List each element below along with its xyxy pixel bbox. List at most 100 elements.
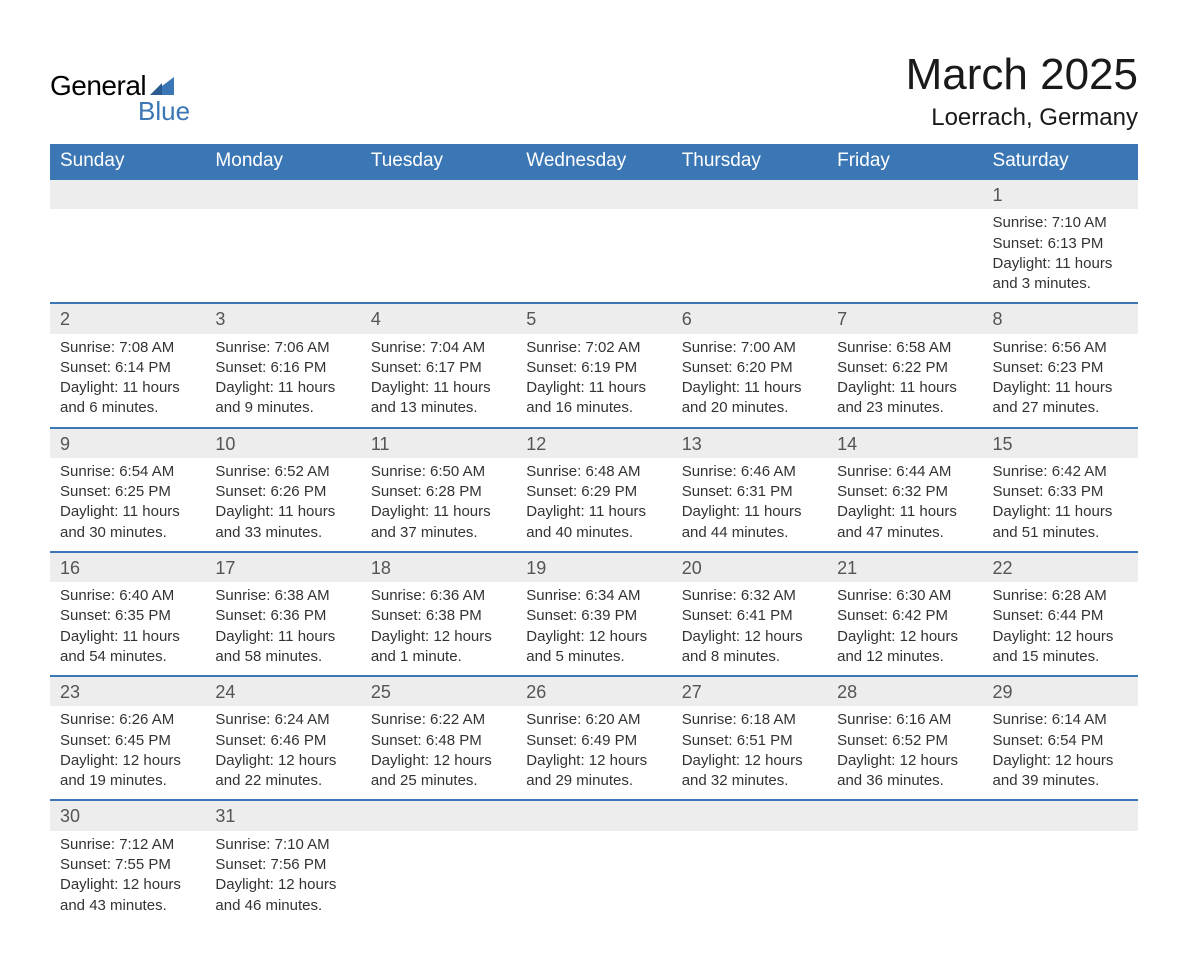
- day-detail-cell: [361, 831, 516, 924]
- sunrise-line: Sunrise: 6:28 AM: [993, 586, 1128, 606]
- day-detail-cell: Sunrise: 7:10 AMSunset: 7:56 PMDaylight:…: [205, 831, 360, 924]
- sunrise-line: Sunrise: 6:20 AM: [526, 710, 661, 730]
- logo-text-blue: Blue: [138, 96, 190, 127]
- day-number-cell: 4: [361, 303, 516, 333]
- daylight-line: Daylight: 12 hours and 19 minutes.: [60, 751, 195, 792]
- day-detail-cell: Sunrise: 6:22 AMSunset: 6:48 PMDaylight:…: [361, 706, 516, 800]
- day-number-cell: 26: [516, 676, 671, 706]
- sunrise-line: Sunrise: 6:40 AM: [60, 586, 195, 606]
- week-daynum-row: 2 345 6 7 8: [50, 303, 1138, 333]
- daylight-line: Daylight: 12 hours and 5 minutes.: [526, 627, 661, 668]
- day-number: 31: [215, 806, 235, 826]
- daylight-line: Daylight: 12 hours and 25 minutes.: [371, 751, 506, 792]
- day-detail-cell: [983, 831, 1138, 924]
- day-detail-cell: Sunrise: 7:06 AMSunset: 6:16 PMDaylight:…: [205, 334, 360, 428]
- day-number: 8: [993, 309, 1003, 329]
- daylight-line: Daylight: 11 hours and 54 minutes.: [60, 627, 195, 668]
- sunset-line: Sunset: 6:16 PM: [215, 358, 350, 378]
- daylight-line: Daylight: 11 hours and 51 minutes.: [993, 502, 1128, 543]
- day-number-cell: 18: [361, 552, 516, 582]
- sunrise-line: Sunrise: 6:26 AM: [60, 710, 195, 730]
- day-number: 5: [526, 309, 536, 329]
- day-detail-cell: Sunrise: 6:20 AMSunset: 6:49 PMDaylight:…: [516, 706, 671, 800]
- sunrise-line: Sunrise: 6:48 AM: [526, 462, 661, 482]
- day-number: 13: [682, 434, 702, 454]
- week-detail-row: Sunrise: 7:12 AMSunset: 7:55 PMDaylight:…: [50, 831, 1138, 924]
- weekday-header: Saturday: [983, 144, 1138, 179]
- sunset-line: Sunset: 6:19 PM: [526, 358, 661, 378]
- day-number-cell: 12: [516, 428, 671, 458]
- day-number: 1: [993, 185, 1003, 205]
- day-number: 21: [837, 558, 857, 578]
- week-daynum-row: 23242526272829: [50, 676, 1138, 706]
- sunset-line: Sunset: 6:54 PM: [993, 731, 1128, 751]
- daylight-line: Daylight: 11 hours and 30 minutes.: [60, 502, 195, 543]
- sunset-line: Sunset: 6:48 PM: [371, 731, 506, 751]
- sunrise-line: Sunrise: 6:50 AM: [371, 462, 506, 482]
- day-number: 25: [371, 682, 391, 702]
- week-detail-row: Sunrise: 6:26 AMSunset: 6:45 PMDaylight:…: [50, 706, 1138, 800]
- day-number-cell: 14: [827, 428, 982, 458]
- day-detail-cell: [827, 831, 982, 924]
- day-number: 17: [215, 558, 235, 578]
- day-number: 2: [60, 309, 70, 329]
- day-number-cell: 24: [205, 676, 360, 706]
- sunrise-line: Sunrise: 7:08 AM: [60, 338, 195, 358]
- daylight-line: Daylight: 12 hours and 43 minutes.: [60, 875, 195, 916]
- daylight-line: Daylight: 12 hours and 29 minutes.: [526, 751, 661, 792]
- day-number-cell: [983, 800, 1138, 830]
- day-number-cell: 3: [205, 303, 360, 333]
- day-detail-cell: Sunrise: 6:56 AMSunset: 6:23 PMDaylight:…: [983, 334, 1138, 428]
- sunrise-line: Sunrise: 6:46 AM: [682, 462, 817, 482]
- day-number-cell: 8: [983, 303, 1138, 333]
- day-number-cell: 20: [672, 552, 827, 582]
- day-detail-cell: Sunrise: 6:16 AMSunset: 6:52 PMDaylight:…: [827, 706, 982, 800]
- sunset-line: Sunset: 6:31 PM: [682, 482, 817, 502]
- sunset-line: Sunset: 6:20 PM: [682, 358, 817, 378]
- day-number: 30: [60, 806, 80, 826]
- sunrise-line: Sunrise: 7:02 AM: [526, 338, 661, 358]
- day-number-cell: 21: [827, 552, 982, 582]
- sunrise-line: Sunrise: 6:34 AM: [526, 586, 661, 606]
- day-number-cell: 11: [361, 428, 516, 458]
- day-detail-cell: [361, 209, 516, 303]
- day-number-cell: [361, 179, 516, 209]
- day-detail-cell: [516, 831, 671, 924]
- flag-icon: [150, 77, 174, 95]
- day-number: 23: [60, 682, 80, 702]
- day-detail-cell: Sunrise: 6:24 AMSunset: 6:46 PMDaylight:…: [205, 706, 360, 800]
- weekday-header: Thursday: [672, 144, 827, 179]
- weekday-header: Sunday: [50, 144, 205, 179]
- day-number: 22: [993, 558, 1013, 578]
- week-detail-row: Sunrise: 7:10 AMSunset: 6:13 PMDaylight:…: [50, 209, 1138, 303]
- day-number-cell: 30: [50, 800, 205, 830]
- day-number-cell: 6: [672, 303, 827, 333]
- sunset-line: Sunset: 6:13 PM: [993, 234, 1128, 254]
- day-number-cell: [516, 179, 671, 209]
- day-detail-cell: Sunrise: 6:58 AMSunset: 6:22 PMDaylight:…: [827, 334, 982, 428]
- sunset-line: Sunset: 6:45 PM: [60, 731, 195, 751]
- day-detail-cell: Sunrise: 6:30 AMSunset: 6:42 PMDaylight:…: [827, 582, 982, 676]
- daylight-line: Daylight: 11 hours and 9 minutes.: [215, 378, 350, 419]
- day-detail-cell: Sunrise: 7:02 AMSunset: 6:19 PMDaylight:…: [516, 334, 671, 428]
- week-detail-row: Sunrise: 7:08 AMSunset: 6:14 PMDaylight:…: [50, 334, 1138, 428]
- week-daynum-row: 9101112131415: [50, 428, 1138, 458]
- day-detail-cell: Sunrise: 6:40 AMSunset: 6:35 PMDaylight:…: [50, 582, 205, 676]
- sunset-line: Sunset: 7:56 PM: [215, 855, 350, 875]
- day-number-cell: [827, 179, 982, 209]
- sunrise-line: Sunrise: 6:22 AM: [371, 710, 506, 730]
- sunset-line: Sunset: 6:46 PM: [215, 731, 350, 751]
- sunset-line: Sunset: 6:44 PM: [993, 606, 1128, 626]
- daylight-line: Daylight: 12 hours and 1 minute.: [371, 627, 506, 668]
- daylight-line: Daylight: 11 hours and 40 minutes.: [526, 502, 661, 543]
- day-number: 6: [682, 309, 692, 329]
- day-number: 27: [682, 682, 702, 702]
- sunrise-line: Sunrise: 6:14 AM: [993, 710, 1128, 730]
- day-detail-cell: [672, 209, 827, 303]
- sunset-line: Sunset: 6:23 PM: [993, 358, 1128, 378]
- sunset-line: Sunset: 6:41 PM: [682, 606, 817, 626]
- day-detail-cell: Sunrise: 7:00 AMSunset: 6:20 PMDaylight:…: [672, 334, 827, 428]
- daylight-line: Daylight: 11 hours and 33 minutes.: [215, 502, 350, 543]
- sunrise-line: Sunrise: 7:10 AM: [993, 213, 1128, 233]
- day-number: 7: [837, 309, 847, 329]
